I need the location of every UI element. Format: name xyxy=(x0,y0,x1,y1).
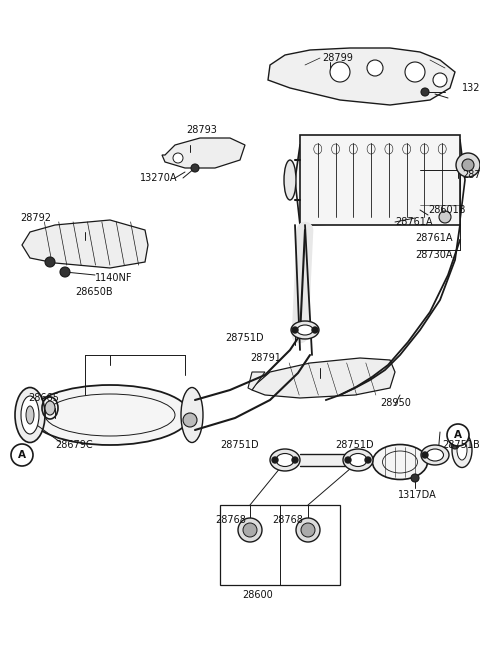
Ellipse shape xyxy=(276,453,294,466)
Circle shape xyxy=(405,62,425,82)
Ellipse shape xyxy=(343,449,373,471)
Text: 13270A: 13270A xyxy=(462,83,480,93)
Circle shape xyxy=(296,518,320,542)
Ellipse shape xyxy=(21,396,39,434)
Text: 1317DA: 1317DA xyxy=(398,490,437,500)
Circle shape xyxy=(365,457,371,463)
Text: 28799: 28799 xyxy=(322,53,353,63)
Circle shape xyxy=(292,327,298,333)
Ellipse shape xyxy=(15,388,45,443)
Circle shape xyxy=(421,88,429,96)
Ellipse shape xyxy=(452,432,472,468)
Text: 28751D: 28751D xyxy=(335,440,373,450)
Circle shape xyxy=(456,153,480,177)
Polygon shape xyxy=(162,138,245,168)
Text: 28950: 28950 xyxy=(380,398,411,408)
Circle shape xyxy=(191,164,199,172)
Circle shape xyxy=(183,413,197,427)
Circle shape xyxy=(173,153,183,163)
Text: 28665: 28665 xyxy=(28,393,59,403)
Ellipse shape xyxy=(457,440,467,460)
Text: 28761A: 28761A xyxy=(415,233,453,243)
Text: 28601B: 28601B xyxy=(428,205,466,215)
Circle shape xyxy=(292,457,298,463)
Text: 28793: 28793 xyxy=(186,125,217,135)
Text: 28762A: 28762A xyxy=(462,170,480,180)
Text: 28768: 28768 xyxy=(272,515,303,525)
Ellipse shape xyxy=(427,449,444,461)
Text: 13270A: 13270A xyxy=(140,173,178,183)
Ellipse shape xyxy=(421,445,449,465)
Text: 1140NF: 1140NF xyxy=(95,273,132,283)
Circle shape xyxy=(45,257,55,267)
Text: 28650B: 28650B xyxy=(75,287,113,297)
Ellipse shape xyxy=(284,160,296,200)
Polygon shape xyxy=(295,140,465,225)
Polygon shape xyxy=(252,358,395,398)
Circle shape xyxy=(301,523,315,537)
Text: 28730A: 28730A xyxy=(415,250,453,260)
Circle shape xyxy=(411,474,419,482)
Text: 28791: 28791 xyxy=(250,353,281,363)
Circle shape xyxy=(330,62,350,82)
Bar xyxy=(300,135,460,225)
Text: 28751D: 28751D xyxy=(225,333,264,343)
Ellipse shape xyxy=(45,401,55,415)
Text: 28761A: 28761A xyxy=(395,217,432,227)
Circle shape xyxy=(451,441,459,449)
Text: A: A xyxy=(18,450,26,460)
Circle shape xyxy=(433,73,447,87)
Text: 28679C: 28679C xyxy=(55,440,93,450)
Polygon shape xyxy=(22,220,148,268)
Bar xyxy=(220,505,340,585)
Circle shape xyxy=(243,523,257,537)
Ellipse shape xyxy=(181,388,203,443)
Polygon shape xyxy=(248,372,265,390)
Circle shape xyxy=(462,159,474,171)
Text: 28768: 28768 xyxy=(215,515,246,525)
Circle shape xyxy=(345,457,351,463)
Circle shape xyxy=(272,457,278,463)
Circle shape xyxy=(439,211,451,223)
Circle shape xyxy=(422,452,428,458)
Text: 28751B: 28751B xyxy=(442,440,480,450)
Text: 28600: 28600 xyxy=(242,590,274,600)
Ellipse shape xyxy=(26,406,34,424)
Circle shape xyxy=(60,267,70,277)
Polygon shape xyxy=(268,48,455,105)
Ellipse shape xyxy=(297,325,313,335)
Circle shape xyxy=(312,327,318,333)
Text: 28792: 28792 xyxy=(20,213,51,223)
Ellipse shape xyxy=(30,385,190,445)
Ellipse shape xyxy=(372,445,428,479)
Ellipse shape xyxy=(291,321,319,339)
Circle shape xyxy=(447,424,469,446)
Text: 28751D: 28751D xyxy=(220,440,259,450)
Ellipse shape xyxy=(270,449,300,471)
Circle shape xyxy=(367,60,383,76)
Ellipse shape xyxy=(349,453,367,466)
Text: A: A xyxy=(454,430,462,440)
Circle shape xyxy=(238,518,262,542)
Circle shape xyxy=(11,444,33,466)
